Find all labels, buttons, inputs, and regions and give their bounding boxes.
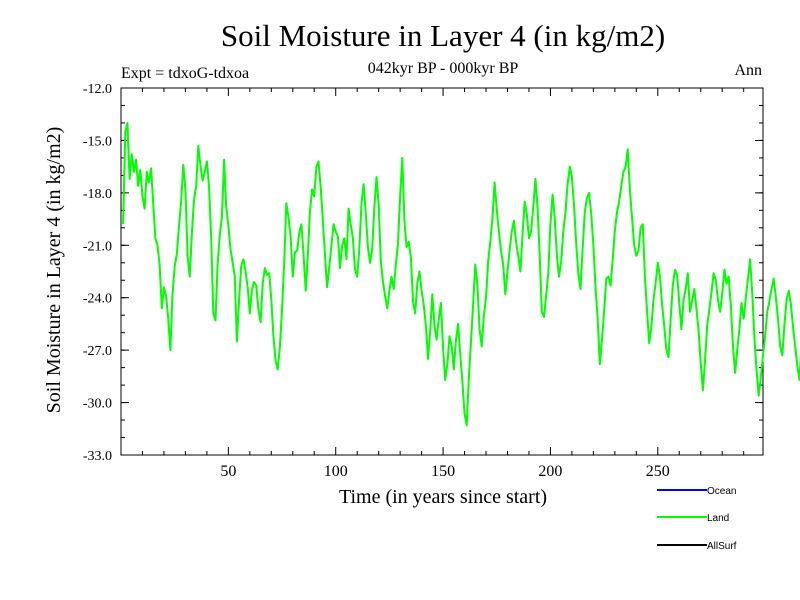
y-tick-label: -21.0 xyxy=(83,239,112,254)
y-tick-label: -33.0 xyxy=(83,449,112,464)
plot-area: -12.0 -15.0 -18.0 -21.0 -24.0 -27.0 -30.0 -33.0… xyxy=(83,82,800,480)
x-axis-label: Time (in years since start) xyxy=(339,486,547,508)
legend-label-allsurf: AllSurf xyxy=(707,541,737,552)
y-tick-label: -30.0 xyxy=(83,397,112,412)
y-tick-label: -18.0 xyxy=(83,187,112,202)
x-tick-label: 150 xyxy=(431,463,455,480)
y-tick-label: -15.0 xyxy=(83,134,112,149)
y-tick-label: -27.0 xyxy=(83,344,112,359)
series-line-land xyxy=(122,122,800,427)
y-tick-label: -24.0 xyxy=(83,292,112,307)
season-label: Ann xyxy=(734,62,762,79)
x-tick-label: 200 xyxy=(538,463,562,480)
x-tick-label: 100 xyxy=(324,463,348,480)
x-tick-label: 250 xyxy=(646,463,670,480)
y-tick-label: -12.0 xyxy=(83,82,112,97)
x-tick-label: 50 xyxy=(220,463,236,480)
legend-label-ocean: Ocean xyxy=(707,486,736,497)
experiment-label: Expt = tdxoG-tdxoa xyxy=(121,65,249,82)
legend-label-land: Land xyxy=(707,513,729,524)
y-axis-label: Soil Moisture in Layer 4 (in kg/m2) xyxy=(43,127,65,414)
chart-title: Soil Moisture in Layer 4 (in kg/m2) xyxy=(221,18,665,53)
plot-frame xyxy=(120,87,764,456)
legend: Ocean Land AllSurf xyxy=(657,486,737,552)
chart-subtitle: 042kyr BP - 000kyr BP xyxy=(368,60,519,77)
